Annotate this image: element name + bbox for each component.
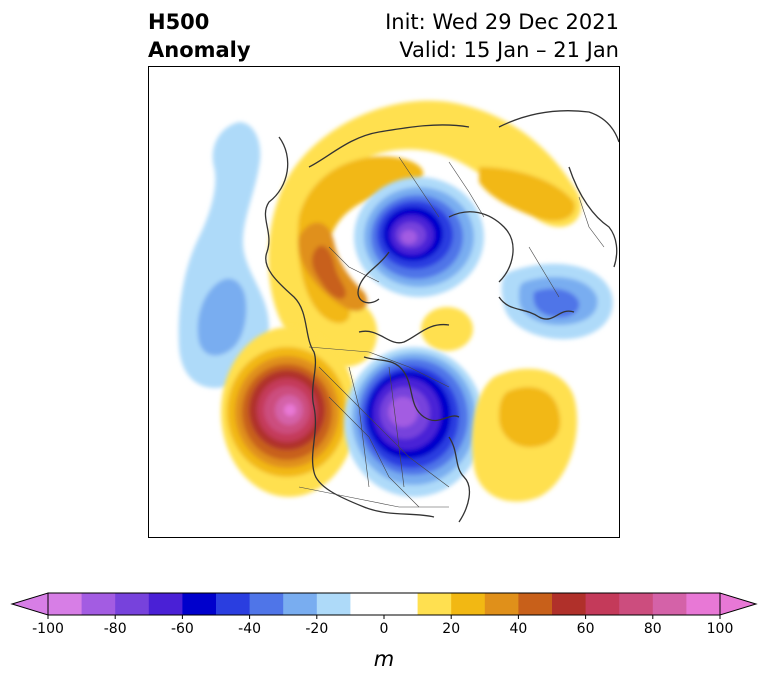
anomaly-feature-eastern-canada-trough: [344, 347, 484, 497]
colorbar-segment: [316, 593, 351, 615]
colorbar-tick-label: 100: [707, 621, 734, 637]
anomaly-feature-arctic-ridge: [268, 100, 582, 367]
anomaly-feature-west-pacific-low: [501, 263, 613, 340]
colorbar-segment: [686, 593, 721, 615]
colorbar-segment: [652, 593, 687, 615]
colorbar-tick-label: -40: [238, 621, 261, 637]
anomaly-feature-bering-ridge: [421, 307, 473, 351]
colorbar-segment: [249, 593, 284, 615]
colorbar-tick-label: 0: [380, 621, 389, 637]
colorbar-label: m: [374, 647, 394, 671]
colorbar-segment: [216, 593, 251, 615]
colorbar-segment: [148, 593, 183, 615]
anomaly-map: [148, 66, 620, 538]
colorbar-segment: [283, 593, 318, 615]
valid-range: Valid: 15 Jan – 21 Jan: [399, 38, 619, 62]
colorbar-extend-min: [10, 592, 49, 616]
anomaly-feature-polar-vortex: [354, 177, 484, 297]
chart-subtitle: Init: Wed 29 Dec 2021 Valid: 15 Jan – 21…: [385, 8, 619, 64]
colorbar-segment: [585, 593, 620, 615]
colorbar-segment: [417, 593, 452, 615]
init-date: Init: Wed 29 Dec 2021: [385, 10, 619, 34]
colorbar-extend-max: [719, 592, 758, 616]
colorbar-segment: [48, 593, 83, 615]
title-line-1: H500: [148, 10, 210, 34]
colorbar-tick-label: -100: [32, 621, 64, 637]
colorbar-segment: [182, 593, 217, 615]
colorbar-tick-label: 40: [509, 621, 527, 637]
anomaly-feature-west-coast-ridge: [221, 327, 357, 497]
colorbar-tick-label: 20: [442, 621, 460, 637]
colorbar-segment: [619, 593, 654, 615]
colorbar-segment: [552, 593, 587, 615]
colorbar-segment: [451, 593, 486, 615]
anomaly-feature-central-atlantic-ridge: [472, 368, 578, 502]
colorbar-segment: [518, 593, 553, 615]
colorbar-tick-label: 60: [577, 621, 595, 637]
political-borders: [298, 156, 605, 508]
anomaly-map-svg: [178, 100, 619, 523]
colorbar-segment: [350, 593, 419, 615]
colorbar-tick-label: -80: [104, 621, 127, 637]
chart-title: H500 Anomaly: [148, 8, 251, 64]
title-line-2: Anomaly: [148, 38, 251, 62]
colorbar-svg: m -100 -80 -60 -40 -20 0 20 40 60 80 100: [10, 592, 758, 671]
colorbar-tick-label: -20: [305, 621, 328, 637]
colorbar-tick-label: -60: [171, 621, 194, 637]
colorbar-segment: [81, 593, 116, 615]
colorbar-tick-label: 80: [644, 621, 662, 637]
colorbar: m -100 -80 -60 -40 -20 0 20 40 60 80 100: [0, 580, 768, 684]
colorbar-segment: [484, 593, 519, 615]
colorbar-segment: [115, 593, 150, 615]
anomaly-feature-central-pacific-low: [178, 122, 269, 388]
coastlines: [264, 110, 619, 523]
